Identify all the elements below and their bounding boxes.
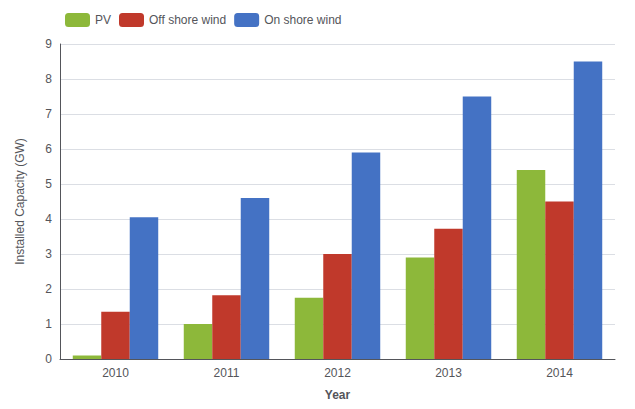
svg-text:On shore wind: On shore wind (264, 13, 341, 27)
svg-text:2011: 2011 (214, 366, 240, 380)
svg-text:PV: PV (95, 13, 111, 27)
svg-text:2014: 2014 (546, 366, 573, 380)
svg-text:Off shore wind: Off shore wind (149, 13, 226, 27)
svg-text:3: 3 (45, 247, 52, 261)
svg-text:5: 5 (45, 177, 52, 191)
svg-text:2013: 2013 (435, 366, 462, 380)
svg-text:0: 0 (45, 352, 52, 366)
svg-text:8: 8 (45, 72, 52, 86)
svg-text:1: 1 (45, 317, 52, 331)
svg-text:Installed Capacity (GW): Installed Capacity (GW) (13, 138, 27, 265)
svg-text:9: 9 (45, 37, 52, 51)
svg-text:7: 7 (45, 107, 52, 121)
svg-text:6: 6 (45, 142, 52, 156)
svg-text:Year: Year (325, 388, 351, 402)
svg-text:4: 4 (45, 212, 52, 226)
svg-text:2010: 2010 (102, 366, 129, 380)
svg-text:2: 2 (45, 282, 52, 296)
svg-text:2012: 2012 (324, 366, 351, 380)
